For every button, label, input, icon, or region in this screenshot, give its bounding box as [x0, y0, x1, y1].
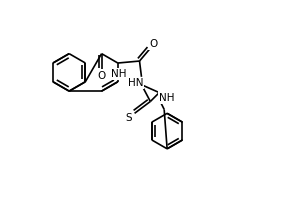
Text: NH: NH [111, 69, 127, 79]
Text: O: O [98, 71, 106, 81]
Text: S: S [125, 113, 132, 123]
Text: NH: NH [159, 93, 175, 103]
Text: HN: HN [128, 78, 143, 88]
Text: O: O [149, 39, 158, 49]
